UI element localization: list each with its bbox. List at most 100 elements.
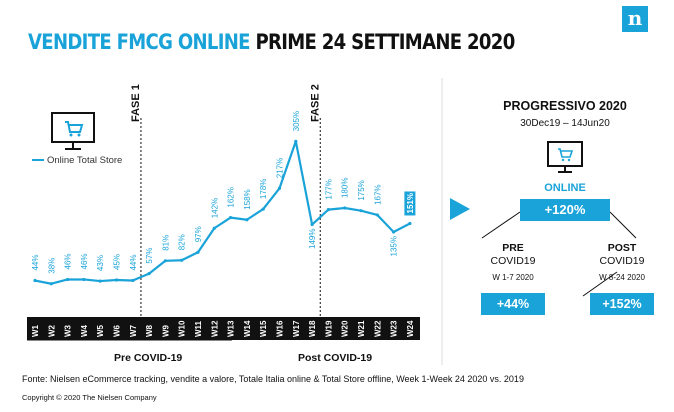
data-label: 81% — [161, 235, 170, 251]
title-highlight: VENDITE FMCG ONLINE — [28, 30, 251, 54]
data-label: 38% — [47, 258, 56, 274]
x-tick-label: W2 — [47, 324, 56, 337]
data-point — [277, 186, 282, 190]
x-tick-label: W4 — [80, 324, 89, 337]
data-label: 44% — [31, 255, 40, 271]
data-point — [294, 139, 298, 143]
data-point — [359, 209, 363, 213]
data-point — [163, 259, 167, 263]
data-point — [212, 226, 216, 230]
pre-covid-label: PRE COVID19 — [473, 242, 553, 268]
x-tick-label: W13 — [227, 320, 236, 337]
data-label: 57% — [145, 248, 154, 264]
monitor-online-icon — [547, 141, 583, 173]
data-point — [343, 206, 347, 210]
post-weeks: W 8-24 2020 — [599, 273, 645, 282]
connector-line-pre — [481, 211, 521, 239]
x-tick-label: W7 — [129, 324, 138, 337]
arrow-right-icon — [450, 198, 470, 220]
x-tick-label: W20 — [341, 320, 350, 337]
page-title: VENDITE FMCG ONLINE PRIME 24 SETTIMANE 2… — [28, 30, 515, 54]
progressive-title: PROGRESSIVO 2020 — [503, 99, 627, 113]
pre-value-box: +44% — [481, 293, 545, 315]
data-point — [66, 277, 70, 282]
x-tick-label: W18 — [308, 320, 317, 337]
series-line — [34, 140, 411, 285]
post-value-box: +152% — [590, 293, 654, 315]
x-tick-label: W11 — [194, 320, 203, 337]
data-label: 175% — [357, 180, 366, 200]
connector-line-post — [609, 211, 637, 239]
data-label: 217% — [276, 158, 285, 178]
pre-line1: PRE — [502, 242, 524, 254]
post-line2: COVID19 — [599, 255, 645, 267]
chart-legend: Online Total Store — [32, 155, 122, 166]
pre-line2: COVID19 — [490, 255, 536, 267]
phase-label-2: FASE 2 — [309, 84, 321, 122]
data-point — [310, 222, 314, 227]
data-label: 97% — [194, 226, 203, 242]
data-label: 44% — [129, 255, 138, 271]
data-label: 46% — [64, 253, 73, 269]
data-point — [131, 278, 135, 283]
monitor-cart-icon — [51, 112, 95, 150]
data-label: 305% — [292, 111, 301, 131]
data-label: 177% — [324, 179, 333, 199]
x-tick-label: W6 — [113, 324, 122, 337]
x-tick-label: W16 — [276, 320, 285, 337]
data-point — [196, 250, 200, 254]
progressive-range: 30Dec19 – 14Jun20 — [520, 118, 610, 129]
data-label: 180% — [341, 178, 350, 198]
data-label: 167% — [373, 184, 382, 204]
online-value-box: +120% — [520, 199, 610, 221]
data-point — [49, 282, 53, 286]
title-rest: PRIME 24 SETTIMANE 2020 — [255, 30, 515, 54]
x-tick-label: W24 — [406, 320, 415, 337]
data-label: 82% — [178, 234, 187, 250]
week-axis-bar — [27, 317, 420, 340]
x-tick-label: W3 — [64, 324, 73, 337]
x-tick-label: W1 — [31, 324, 40, 337]
x-tick-label: W8 — [145, 324, 154, 337]
x-tick-label: W22 — [373, 320, 382, 337]
post-line1: POST — [607, 242, 637, 254]
data-label: 149% — [308, 229, 317, 249]
x-tick-label: W23 — [390, 320, 399, 337]
x-tick-label: W12 — [210, 320, 219, 337]
data-point — [114, 278, 119, 282]
legend-label: Online Total Store — [47, 155, 123, 166]
data-label: 151% — [406, 193, 415, 213]
x-tick-label: W14 — [243, 320, 252, 337]
phase-label-1: FASE 1 — [130, 84, 142, 122]
source-footnote: Fonte: Nielsen eCommerce tracking, vendi… — [22, 374, 524, 384]
data-point — [326, 208, 330, 212]
data-label: 46% — [80, 253, 89, 269]
data-label: 142% — [210, 198, 219, 218]
post-covid-label: POST COVID19 — [582, 242, 662, 268]
legend-line-marker — [32, 159, 44, 162]
data-label: 135% — [390, 236, 399, 256]
copyright-text: Copyright © 2020 The Nielsen Company — [22, 393, 157, 402]
data-point — [261, 207, 265, 211]
data-label: 158% — [243, 189, 252, 209]
period-post-label: Post COVID-19 — [298, 352, 373, 364]
x-tick-label: W15 — [259, 320, 268, 337]
data-point — [408, 221, 412, 226]
x-tick-label: W21 — [357, 320, 366, 337]
x-tick-label: W10 — [178, 320, 187, 337]
x-tick-label: W19 — [324, 320, 333, 337]
data-label: 162% — [227, 187, 236, 207]
data-point — [229, 216, 233, 220]
data-point — [245, 218, 249, 222]
data-point — [180, 258, 184, 262]
x-tick-label: W5 — [96, 324, 105, 337]
data-label-highlight-box — [404, 191, 416, 216]
data-label: 43% — [96, 255, 105, 271]
data-point — [392, 230, 396, 234]
nielsen-logo: n — [622, 6, 648, 32]
x-tick-label: W17 — [292, 320, 301, 337]
data-point — [375, 213, 379, 217]
data-label: 178% — [259, 179, 268, 199]
x-tick-label: W9 — [161, 324, 170, 337]
